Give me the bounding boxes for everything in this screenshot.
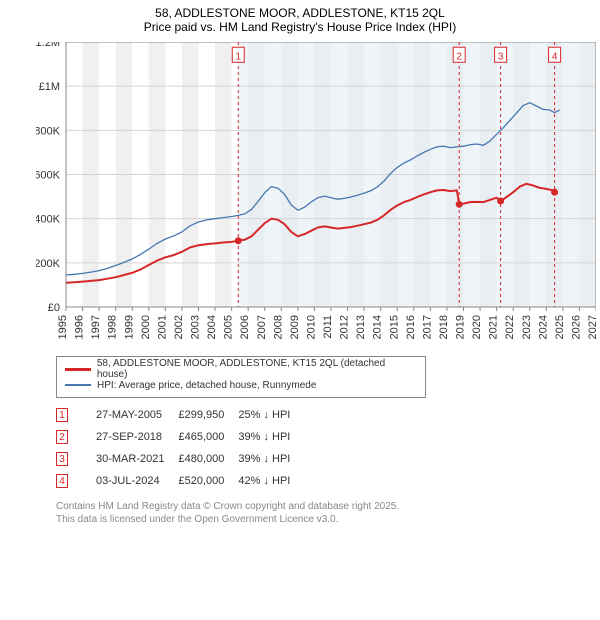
svg-text:2003: 2003 xyxy=(190,315,202,339)
svg-text:2000: 2000 xyxy=(140,315,152,339)
legend-swatch xyxy=(65,368,91,371)
table-row: 227-SEP-2018£465,00039% ↓ HPI xyxy=(56,426,304,448)
delta-cell: 25% ↓ HPI xyxy=(238,404,304,426)
attribution-line: Contains HM Land Registry data © Crown c… xyxy=(56,500,556,513)
svg-text:2001: 2001 xyxy=(156,315,168,339)
marker-cell: 2 xyxy=(56,426,96,448)
svg-text:2002: 2002 xyxy=(173,315,185,339)
price-cell: £465,000 xyxy=(178,426,238,448)
svg-text:2020: 2020 xyxy=(471,315,483,339)
price-cell: £520,000 xyxy=(178,470,238,492)
svg-text:2005: 2005 xyxy=(223,315,235,339)
marker-cell: 1 xyxy=(56,404,96,426)
svg-text:2011: 2011 xyxy=(322,315,334,339)
legend-label: 58, ADDLESTONE MOOR, ADDLESTONE, KT15 2Q… xyxy=(97,358,417,380)
delta-cell: 39% ↓ HPI xyxy=(238,426,304,448)
price-cell: £299,950 xyxy=(178,404,238,426)
date-cell: 27-MAY-2005 xyxy=(96,404,178,426)
svg-text:2008: 2008 xyxy=(272,315,284,339)
legend-box: 58, ADDLESTONE MOOR, ADDLESTONE, KT15 2Q… xyxy=(56,356,426,398)
svg-text:2022: 2022 xyxy=(504,315,516,339)
svg-text:3: 3 xyxy=(498,51,504,62)
svg-text:2018: 2018 xyxy=(438,315,450,339)
table-row: 330-MAR-2021£480,00039% ↓ HPI xyxy=(56,448,304,470)
svg-text:£1M: £1M xyxy=(39,81,60,93)
svg-text:1995: 1995 xyxy=(57,315,69,339)
title-sub: Price paid vs. HM Land Registry's House … xyxy=(10,20,590,34)
date-cell: 27-SEP-2018 xyxy=(96,426,178,448)
svg-text:2013: 2013 xyxy=(355,315,367,339)
svg-text:£0: £0 xyxy=(48,302,60,314)
svg-text:2006: 2006 xyxy=(239,315,251,339)
marker-cell: 4 xyxy=(56,470,96,492)
svg-text:1998: 1998 xyxy=(107,315,119,339)
svg-text:2004: 2004 xyxy=(206,315,218,339)
svg-text:2017: 2017 xyxy=(421,315,433,339)
svg-text:1996: 1996 xyxy=(74,315,86,339)
svg-text:£600K: £600K xyxy=(36,170,61,182)
title-main: 58, ADDLESTONE MOOR, ADDLESTONE, KT15 2Q… xyxy=(10,6,590,20)
marker-cell: 3 xyxy=(56,448,96,470)
svg-text:2023: 2023 xyxy=(521,315,533,339)
svg-text:2: 2 xyxy=(456,51,462,62)
svg-text:1999: 1999 xyxy=(123,315,135,339)
table-row: 403-JUL-2024£520,00042% ↓ HPI xyxy=(56,470,304,492)
delta-cell: 42% ↓ HPI xyxy=(238,470,304,492)
svg-text:2012: 2012 xyxy=(339,315,351,339)
price-cell: £480,000 xyxy=(178,448,238,470)
svg-text:2016: 2016 xyxy=(405,315,417,339)
svg-text:2007: 2007 xyxy=(256,315,268,339)
svg-text:2021: 2021 xyxy=(488,315,500,339)
svg-text:4: 4 xyxy=(552,51,558,62)
svg-text:2026: 2026 xyxy=(570,315,582,339)
legend-label: HPI: Average price, detached house, Runn… xyxy=(97,380,316,391)
attribution-line: This data is licensed under the Open Gov… xyxy=(56,513,556,526)
price-chart: £0 £200K £400K £600K £800K £1M £1.2M 1995 1996 19… xyxy=(36,42,596,352)
legend-swatch xyxy=(65,384,91,386)
svg-text:2025: 2025 xyxy=(554,315,566,339)
attribution: Contains HM Land Registry data © Crown c… xyxy=(56,500,556,526)
svg-text:£1.2M: £1.2M xyxy=(36,42,60,49)
prices-table: 127-MAY-2005£299,95025% ↓ HPI227-SEP-201… xyxy=(56,404,304,492)
svg-text:1997: 1997 xyxy=(90,315,102,339)
svg-text:2014: 2014 xyxy=(372,315,384,339)
legend-row: 58, ADDLESTONE MOOR, ADDLESTONE, KT15 2Q… xyxy=(65,361,417,377)
date-cell: 30-MAR-2021 xyxy=(96,448,178,470)
svg-text:2015: 2015 xyxy=(388,315,400,339)
svg-text:£800K: £800K xyxy=(36,125,61,137)
table-row: 127-MAY-2005£299,95025% ↓ HPI xyxy=(56,404,304,426)
svg-text:2024: 2024 xyxy=(537,315,549,339)
chart-area: £0 £200K £400K £600K £800K £1M £1.2M 1995 1996 19… xyxy=(36,42,596,352)
svg-text:2027: 2027 xyxy=(587,315,596,339)
svg-text:2019: 2019 xyxy=(455,315,467,339)
svg-text:2010: 2010 xyxy=(305,315,317,339)
svg-text:£400K: £400K xyxy=(36,214,61,226)
delta-cell: 39% ↓ HPI xyxy=(238,448,304,470)
svg-text:2009: 2009 xyxy=(289,315,301,339)
svg-text:£200K: £200K xyxy=(36,258,61,270)
svg-text:1: 1 xyxy=(235,51,241,62)
chart-title-block: 58, ADDLESTONE MOOR, ADDLESTONE, KT15 2Q… xyxy=(0,0,600,36)
date-cell: 03-JUL-2024 xyxy=(96,470,178,492)
